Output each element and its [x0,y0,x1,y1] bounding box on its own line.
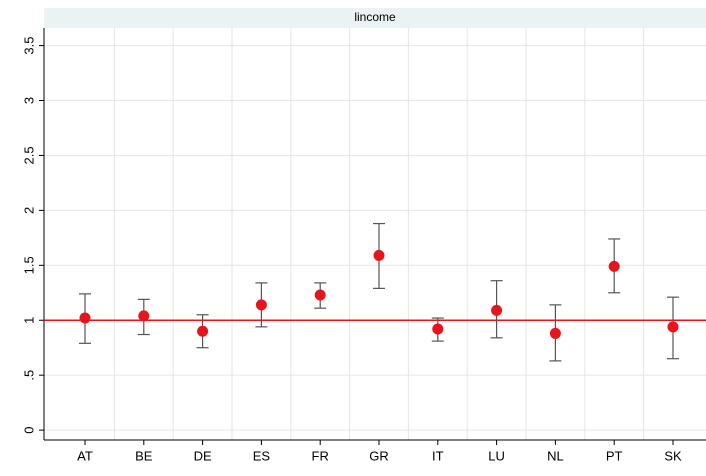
point [432,323,444,335]
y-tick-label: 2 [21,207,36,214]
y-tick-label: 0 [21,426,36,433]
title-band [44,8,706,28]
x-tick-label: NL [547,448,564,463]
point [549,327,561,339]
x-tick-label: BE [135,448,153,463]
chart-title: lincome [354,10,396,24]
point [138,310,150,322]
x-tick-label: LU [488,448,505,463]
point [255,299,267,311]
point [608,260,620,272]
point [79,312,91,324]
y-tick-label: 2.5 [21,146,36,164]
y-tick-label: 3 [21,97,36,104]
x-tick-label: PT [606,448,623,463]
x-tick-label: IT [432,448,444,463]
x-tick-label: SK [664,448,682,463]
y-tick-label: 1 [21,317,36,324]
y-tick-label: 1.5 [21,256,36,274]
y-tick-label: .5 [21,370,36,381]
x-tick-label: AT [77,448,93,463]
y-tick-label: 3.5 [21,37,36,55]
x-tick-label: DE [194,448,212,463]
x-tick-label: GR [369,448,389,463]
point [491,304,503,316]
point [314,289,326,301]
point [373,249,385,261]
point [667,321,679,333]
x-tick-label: FR [312,448,329,463]
point [197,325,209,337]
x-tick-label: ES [253,448,271,463]
